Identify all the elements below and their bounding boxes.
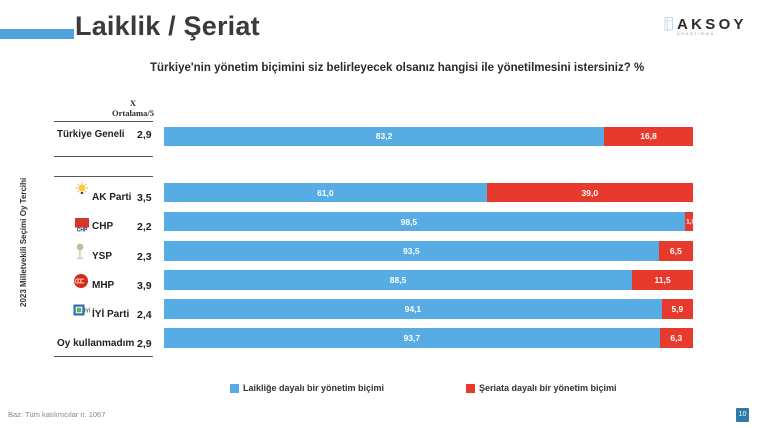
svg-text:İYİ: İYİ [84,307,90,314]
svg-text:CHP: CHP [77,227,88,233]
